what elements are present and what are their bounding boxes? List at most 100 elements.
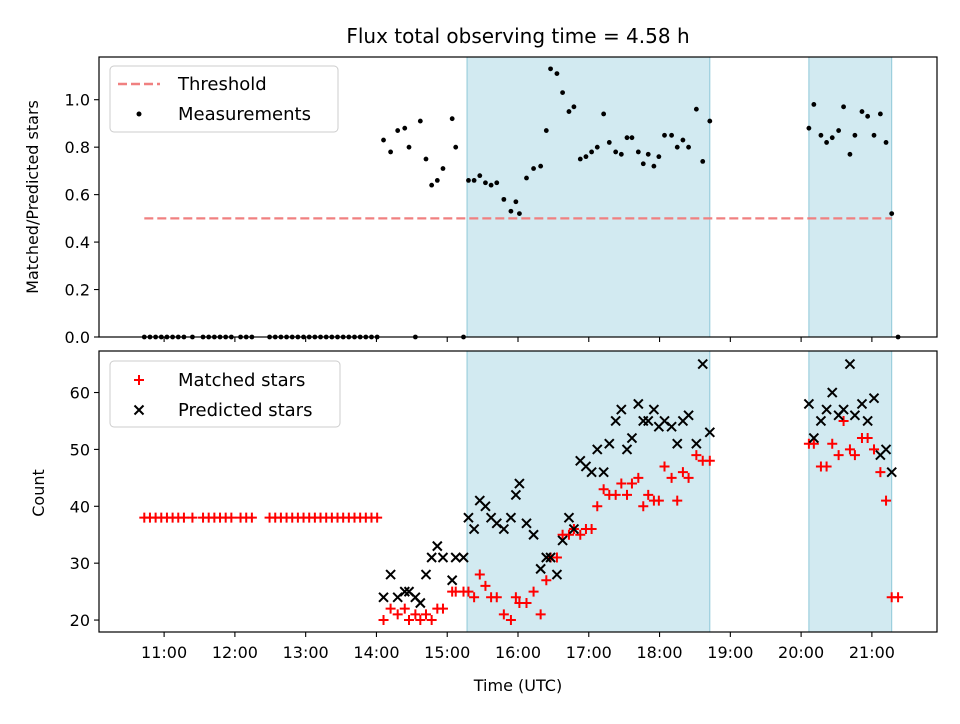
matched-star-point [893, 592, 904, 603]
measurement-point [601, 111, 607, 117]
predicted-star-point [510, 489, 522, 501]
predicted-star-point [821, 404, 832, 415]
measurement-point [606, 140, 612, 145]
matched-star-point [510, 592, 521, 603]
measurement-point [871, 132, 877, 138]
y-tick-label: 0.4 [65, 233, 90, 252]
matched-star-point [541, 575, 552, 586]
matched-star-point [672, 495, 683, 506]
matched-star-point [551, 552, 562, 563]
matched-star-point [827, 438, 838, 449]
measurement-point [417, 118, 423, 124]
measurement-point [847, 151, 853, 157]
predicted-star-point [586, 466, 597, 478]
predicted-star-point [450, 552, 461, 563]
matched-star-point [626, 478, 637, 489]
matched-star-point [474, 569, 485, 580]
measurement-point [707, 118, 713, 124]
top-y-axis-label: Matched/Predicted stars [23, 100, 42, 294]
measurement-point [674, 144, 680, 150]
predicted-star-point [468, 523, 480, 535]
measurement-point [583, 154, 589, 160]
predicted-star-point [621, 444, 633, 455]
measurement-point [883, 140, 889, 145]
predicted-star-point [643, 415, 654, 427]
measurement-point [811, 102, 817, 107]
predicted-star-point [432, 540, 443, 552]
matched-star-point [704, 455, 715, 466]
predicted-star-point [535, 563, 546, 575]
measurement-point [889, 211, 895, 217]
matched-star-point [849, 450, 860, 461]
predicted-star-point [704, 427, 716, 438]
predicted-star-point [849, 410, 861, 421]
matched-star-point [869, 444, 880, 455]
bottom-legend: Matched stars Predicted stars [109, 360, 341, 428]
x-tick-label: 18:00 [636, 643, 682, 662]
predicted-star-point [598, 466, 609, 478]
measurement-point [651, 163, 657, 169]
matched-star-point [178, 512, 189, 523]
matched-star-point [592, 501, 603, 512]
matched-star-point [528, 586, 539, 597]
measurement-point [618, 151, 624, 157]
measurement-point [508, 208, 514, 214]
predicted-star-point [610, 415, 621, 427]
measurement-point [571, 104, 577, 110]
measurement-point [402, 125, 408, 131]
measurement-point [531, 166, 536, 171]
measurement-point [466, 177, 471, 183]
x-tick-label: 16:00 [495, 643, 541, 662]
bottom-axes: 20 30 40 50 60 11:00 12:00 13:00 14:00 15:00 16:00… [70, 350, 938, 662]
measurement-point [517, 211, 522, 217]
matched-star-point [586, 524, 597, 535]
predicted-star-point [856, 398, 868, 410]
x-tick-label: 15:00 [424, 643, 470, 662]
predicted-star-point [862, 415, 873, 427]
predicted-star-point [385, 569, 396, 580]
matched-star-point [881, 495, 892, 506]
measurement-point [624, 135, 630, 141]
measurement-point [836, 128, 842, 133]
predicted-star-point [563, 512, 575, 523]
measurement-point [693, 106, 699, 112]
predicted-star-point [868, 393, 880, 404]
predicted-star-point [437, 552, 449, 563]
measurement-point [538, 163, 544, 169]
measurement-point [806, 125, 812, 131]
matched-star-point [691, 450, 702, 461]
matched-star-point [666, 472, 677, 483]
measurement-point [656, 154, 662, 160]
predicted-star-point [557, 535, 568, 546]
predicted-star-point [838, 404, 849, 415]
matched-star-point [638, 501, 649, 512]
predicted-star-point [541, 552, 552, 563]
matched-star-point [563, 529, 574, 540]
matched-star-point [677, 467, 688, 478]
bottom-panel: 20 30 40 50 60 11:00 12:00 13:00 14:00 15:00 16:00… [29, 350, 938, 695]
predicted-star-point [545, 552, 556, 563]
matched-star-point [808, 438, 819, 449]
matched-star-point [372, 512, 383, 523]
matched-star-point [437, 603, 448, 614]
bottom-y-axis-label: Count [29, 469, 48, 517]
matched-star-point [653, 495, 664, 506]
predicted-star-point [844, 358, 856, 370]
measurement-point [395, 128, 401, 133]
x-tick-label: 12:00 [212, 643, 258, 662]
top-panel: 0.0 0.2 0.4 0.6 0.8 1.0 Matched/Predicted sta… [23, 56, 938, 347]
measurement-point [440, 166, 446, 171]
matched-star-point [521, 597, 532, 608]
measurement-point [669, 132, 674, 138]
matched-star-point [420, 609, 431, 620]
matched-star-point [643, 489, 654, 500]
observing-window-band [466, 350, 711, 633]
measurement-point [829, 135, 835, 141]
measurement-point [381, 137, 386, 143]
observing-window-band [466, 56, 711, 338]
predicted-star-point [505, 512, 517, 523]
measurement-point [406, 144, 412, 150]
predicted-star-point [626, 432, 638, 444]
matched-star-point [659, 461, 670, 472]
